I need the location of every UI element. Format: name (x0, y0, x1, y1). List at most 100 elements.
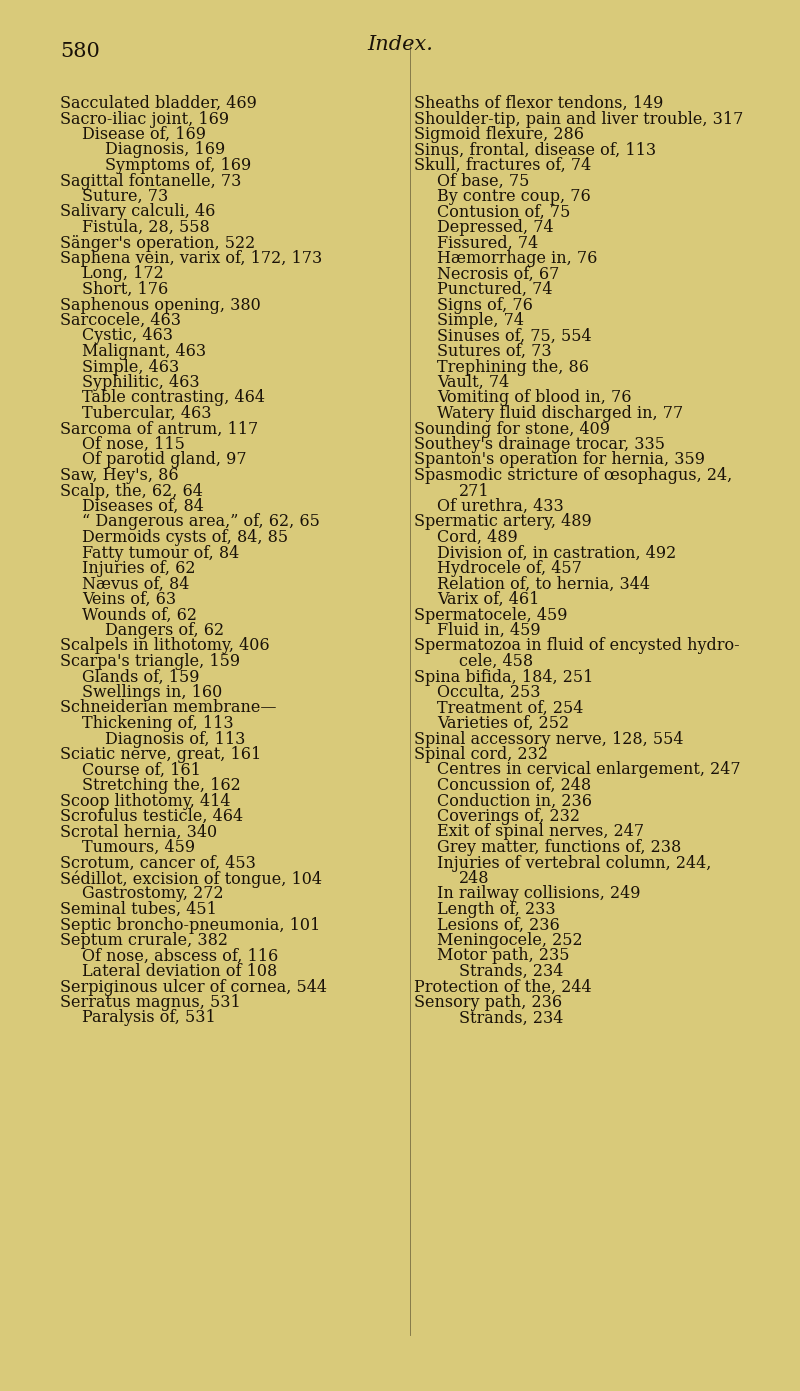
Text: 248: 248 (459, 869, 490, 887)
Text: Short, 176: Short, 176 (82, 281, 169, 298)
Text: Southey's drainage trocar, 335: Southey's drainage trocar, 335 (414, 435, 666, 453)
Text: Injuries of vertebral column, 244,: Injuries of vertebral column, 244, (437, 854, 711, 872)
Text: Sounding for stone, 409: Sounding for stone, 409 (414, 420, 610, 438)
Text: Tubercular, 463: Tubercular, 463 (82, 405, 212, 421)
Text: Spermatic artery, 489: Spermatic artery, 489 (414, 513, 592, 530)
Text: Of urethra, 433: Of urethra, 433 (437, 498, 563, 515)
Text: Course of, 161: Course of, 161 (82, 761, 202, 779)
Text: Tumours, 459: Tumours, 459 (82, 839, 195, 855)
Text: Length of, 233: Length of, 233 (437, 901, 555, 918)
Text: Vomiting of blood in, 76: Vomiting of blood in, 76 (437, 389, 631, 406)
Text: Spanton's operation for hernia, 359: Spanton's operation for hernia, 359 (414, 452, 706, 469)
Text: Simple, 463: Simple, 463 (82, 359, 180, 376)
Text: Of base, 75: Of base, 75 (437, 172, 529, 189)
Text: Simple, 74: Simple, 74 (437, 312, 524, 330)
Text: Sigmoid flexure, 286: Sigmoid flexure, 286 (414, 127, 585, 143)
Text: Of nose, abscess of, 116: Of nose, abscess of, 116 (82, 947, 278, 964)
Text: Swellings in, 160: Swellings in, 160 (82, 684, 222, 701)
Text: Long, 172: Long, 172 (82, 266, 164, 282)
Text: Sciatic nerve, great, 161: Sciatic nerve, great, 161 (60, 746, 262, 764)
Text: Sinus, frontal, disease of, 113: Sinus, frontal, disease of, 113 (414, 142, 657, 159)
Text: Saw, Hey's, 86: Saw, Hey's, 86 (60, 467, 178, 484)
Text: Sarcocele, 463: Sarcocele, 463 (60, 312, 181, 330)
Text: Exit of spinal nerves, 247: Exit of spinal nerves, 247 (437, 823, 644, 840)
Text: Division of, in castration, 492: Division of, in castration, 492 (437, 544, 676, 562)
Text: Sutures of, 73: Sutures of, 73 (437, 344, 551, 360)
Text: Trephining the, 86: Trephining the, 86 (437, 359, 589, 376)
Text: Scoop lithotomy, 414: Scoop lithotomy, 414 (60, 793, 230, 810)
Text: Fissured, 74: Fissured, 74 (437, 235, 538, 252)
Text: Stretching the, 162: Stretching the, 162 (82, 778, 241, 794)
Text: Sacculated bladder, 469: Sacculated bladder, 469 (60, 95, 257, 113)
Text: Cystic, 463: Cystic, 463 (82, 327, 174, 345)
Text: Thickening of, 113: Thickening of, 113 (82, 715, 234, 732)
Text: Fistula, 28, 558: Fistula, 28, 558 (82, 218, 210, 236)
Text: Malignant, 463: Malignant, 463 (82, 344, 206, 360)
Text: Saphenous opening, 380: Saphenous opening, 380 (60, 296, 261, 313)
Text: Diagnosis of, 113: Diagnosis of, 113 (105, 730, 245, 747)
Text: Watery fluid discharged in, 77: Watery fluid discharged in, 77 (437, 405, 683, 421)
Text: Protection of the, 244: Protection of the, 244 (414, 978, 592, 996)
Text: Serratus magnus, 531: Serratus magnus, 531 (60, 995, 241, 1011)
Text: In railway collisions, 249: In railway collisions, 249 (437, 886, 640, 903)
Text: Injuries of, 62: Injuries of, 62 (82, 561, 196, 577)
Text: Salivary calculi, 46: Salivary calculi, 46 (60, 203, 215, 221)
Text: Grey matter, functions of, 238: Grey matter, functions of, 238 (437, 839, 681, 855)
Text: Nævus of, 84: Nævus of, 84 (82, 576, 190, 593)
Text: Syphilitic, 463: Syphilitic, 463 (82, 374, 200, 391)
Text: Punctured, 74: Punctured, 74 (437, 281, 552, 298)
Text: Occulta, 253: Occulta, 253 (437, 684, 540, 701)
Text: Spermatocele, 459: Spermatocele, 459 (414, 606, 568, 623)
Text: Shoulder-tip, pain and liver trouble, 317: Shoulder-tip, pain and liver trouble, 31… (414, 110, 744, 128)
Text: Disease of, 169: Disease of, 169 (82, 127, 206, 143)
Text: Of parotid gland, 97: Of parotid gland, 97 (82, 452, 247, 469)
Text: Sagittal fontanelle, 73: Sagittal fontanelle, 73 (60, 172, 242, 189)
Text: Conduction in, 236: Conduction in, 236 (437, 793, 592, 810)
Text: Spina bifida, 184, 251: Spina bifida, 184, 251 (414, 669, 594, 686)
Text: Sheaths of flexor tendons, 149: Sheaths of flexor tendons, 149 (414, 95, 664, 113)
Text: Septum crurale, 382: Septum crurale, 382 (60, 932, 228, 949)
Text: By contre coup, 76: By contre coup, 76 (437, 188, 590, 204)
Text: Hæmorrhage in, 76: Hæmorrhage in, 76 (437, 250, 597, 267)
Text: Fatty tumour of, 84: Fatty tumour of, 84 (82, 544, 240, 562)
Text: Spinal cord, 232: Spinal cord, 232 (414, 746, 549, 764)
Text: Scrotum, cancer of, 453: Scrotum, cancer of, 453 (60, 854, 256, 872)
Text: Lateral deviation of 108: Lateral deviation of 108 (82, 963, 278, 981)
Text: Treatment of, 254: Treatment of, 254 (437, 700, 583, 716)
Text: Signs of, 76: Signs of, 76 (437, 296, 533, 313)
Text: Concussion of, 248: Concussion of, 248 (437, 778, 591, 794)
Text: Cord, 489: Cord, 489 (437, 529, 518, 547)
Text: Sarcoma of antrum, 117: Sarcoma of antrum, 117 (60, 420, 258, 438)
Text: Glands of, 159: Glands of, 159 (82, 669, 200, 686)
Text: Index.: Index. (367, 35, 433, 54)
Text: Skull, fractures of, 74: Skull, fractures of, 74 (414, 157, 592, 174)
Text: Spinal accessory nerve, 128, 554: Spinal accessory nerve, 128, 554 (414, 730, 684, 747)
Text: Table contrasting, 464: Table contrasting, 464 (82, 389, 266, 406)
Text: Hydrocele of, 457: Hydrocele of, 457 (437, 561, 582, 577)
Text: Scalp, the, 62, 64: Scalp, the, 62, 64 (60, 483, 203, 499)
Text: Coverings of, 232: Coverings of, 232 (437, 808, 580, 825)
Text: Veins of, 63: Veins of, 63 (82, 591, 177, 608)
Text: Serpiginous ulcer of cornea, 544: Serpiginous ulcer of cornea, 544 (60, 978, 327, 996)
Text: Of nose, 115: Of nose, 115 (82, 435, 186, 453)
Text: Strands, 234: Strands, 234 (459, 963, 563, 981)
Text: Gastrostomy, 272: Gastrostomy, 272 (82, 886, 224, 903)
Text: Sinuses of, 75, 554: Sinuses of, 75, 554 (437, 327, 591, 345)
Text: 271: 271 (459, 483, 490, 499)
Text: Suture, 73: Suture, 73 (82, 188, 169, 204)
Text: Sédillot, excision of tongue, 104: Sédillot, excision of tongue, 104 (60, 869, 322, 887)
Text: Dangers of, 62: Dangers of, 62 (105, 622, 224, 638)
Text: Contusion of, 75: Contusion of, 75 (437, 203, 570, 221)
Text: Spermatozoa in fluid of encysted hydro-: Spermatozoa in fluid of encysted hydro- (414, 637, 740, 655)
Text: “ Dangerous area,” of, 62, 65: “ Dangerous area,” of, 62, 65 (82, 513, 320, 530)
Text: Dermoids cysts of, 84, 85: Dermoids cysts of, 84, 85 (82, 529, 289, 547)
Text: Spasmodic stricture of œsophagus, 24,: Spasmodic stricture of œsophagus, 24, (414, 467, 733, 484)
Text: Strands, 234: Strands, 234 (459, 1010, 563, 1027)
Text: Sacro-iliac joint, 169: Sacro-iliac joint, 169 (60, 110, 229, 128)
Text: Centres in cervical enlargement, 247: Centres in cervical enlargement, 247 (437, 761, 741, 779)
Text: Necrosis of, 67: Necrosis of, 67 (437, 266, 559, 282)
Text: Scalpels in lithotomy, 406: Scalpels in lithotomy, 406 (60, 637, 270, 655)
Text: Meningocele, 252: Meningocele, 252 (437, 932, 582, 949)
Text: Sänger's operation, 522: Sänger's operation, 522 (60, 235, 255, 252)
Text: Fluid in, 459: Fluid in, 459 (437, 622, 541, 638)
